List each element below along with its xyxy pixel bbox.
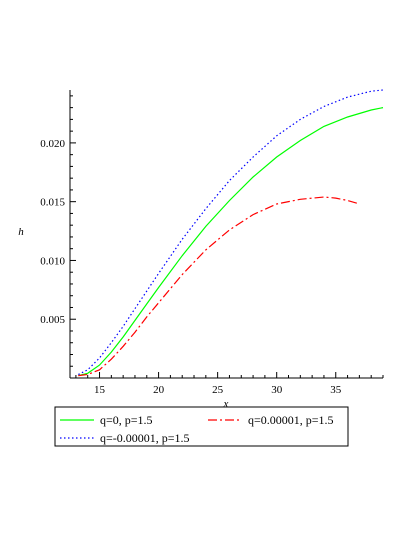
y-tick-label: 0.005: [40, 314, 65, 326]
series-line-0: [78, 107, 384, 377]
legend-label-0: q=0, p=1.5: [100, 413, 153, 427]
y-tick-label: 0.020: [40, 138, 65, 150]
legend-label-1: q=0.00001, p=1.5: [248, 413, 334, 427]
x-axis-label: x: [223, 398, 229, 410]
legend-label-2: q=-0.00001, p=1.5: [100, 431, 190, 445]
x-ticks: 15 20 25 30 35: [75, 372, 384, 396]
x-tick-label: 30: [271, 384, 283, 396]
axes: 15 20 25 30 35 0.005 0.010 0.015 0.020: [40, 90, 384, 396]
y-tick-label: 0.015: [40, 197, 65, 209]
x-tick-label: 15: [94, 384, 106, 396]
series-line-1: [78, 196, 360, 377]
y-ticks: 0.005 0.010 0.015 0.020: [40, 95, 76, 367]
series-layer: [78, 89, 384, 377]
y-axis-label: h: [18, 226, 24, 238]
series-line-2: [78, 89, 384, 376]
y-tick-label: 0.010: [40, 255, 65, 267]
legend: q=0, p=1.5 q=0.00001, p=1.5 q=-0.00001, p=…: [54, 406, 349, 447]
x-tick-label: 35: [330, 384, 342, 396]
x-tick-label: 20: [153, 384, 165, 396]
x-tick-label: 25: [212, 384, 224, 396]
legend-box: [54, 406, 349, 447]
